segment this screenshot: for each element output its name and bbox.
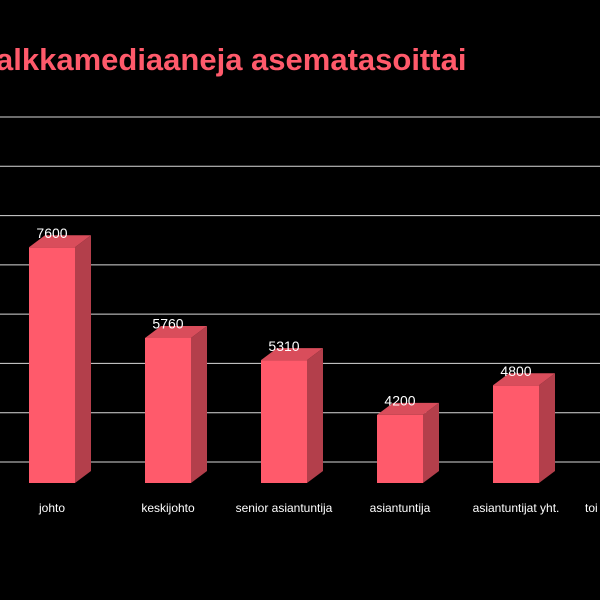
data-label: 5310 <box>268 338 299 354</box>
bar-top <box>29 235 91 248</box>
bar-side <box>539 373 555 483</box>
bar <box>261 360 307 483</box>
bar <box>377 414 423 483</box>
x-tick-label: asiantuntija <box>370 501 431 515</box>
data-label: 7600 <box>36 225 67 241</box>
data-label: 5760 <box>152 316 183 332</box>
bar-side <box>191 325 207 483</box>
x-tick-label: asiantuntijat yht. <box>473 501 560 515</box>
data-label: 4200 <box>384 393 415 409</box>
bar <box>29 247 75 483</box>
bar-top <box>145 325 207 338</box>
bar-side <box>423 402 439 483</box>
bar <box>493 385 539 483</box>
x-tick-label: keskijohto <box>141 501 195 515</box>
chart-title: alkkamediaaneja asematasoittai <box>0 42 466 77</box>
bar-top <box>493 373 555 386</box>
x-tick-label: toi <box>585 501 598 515</box>
bar-side <box>75 235 91 483</box>
x-tick-label: senior asiantuntija <box>236 501 333 515</box>
bar <box>145 337 191 483</box>
bar-top <box>261 348 323 361</box>
data-label: 4800 <box>500 363 531 379</box>
bar-top <box>377 402 439 415</box>
bar-side <box>307 348 323 483</box>
x-tick-label: johto <box>38 501 65 515</box>
